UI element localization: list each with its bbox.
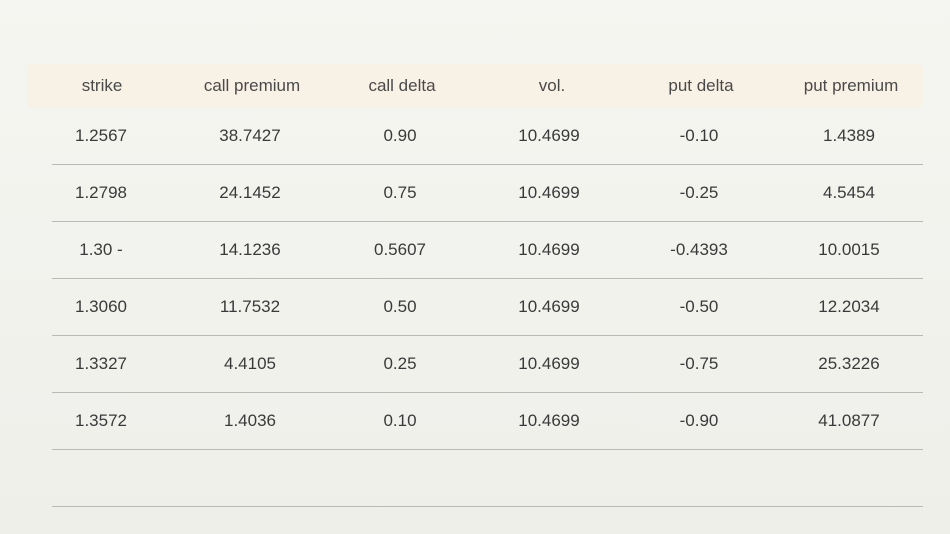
header-band [27,64,923,108]
cell-put-premium: 1.4389 [823,126,875,145]
cell-call-delta: 0.5607 [374,240,426,259]
header-strike: strike [81,76,123,95]
cell-vol: 10.4699 [518,240,580,259]
cell-vol: 10.4699 [518,354,580,373]
cell-put-premium: 10.0015 [818,240,880,259]
header-row: strike call premium call delta vol. put … [27,64,923,108]
cell-put-premium: 12.2034 [818,297,880,316]
cell-put-delta [624,450,774,506]
table-row: 1.30 - 14.1236 0.5607 10.4699 -0.4393 10.0015 [52,222,923,279]
cell-strike: 1.3572 [75,411,127,430]
cell-call-delta: 0.90 [383,126,417,145]
cell-vol [474,450,624,506]
table-row [52,450,923,507]
cell-strike: 1.2798 [75,183,127,202]
cell-put-delta: -0.10 [679,126,719,145]
cell-call-delta: 0.50 [383,297,417,316]
cell-strike: 1.2567 [75,126,127,145]
cell-strike: 1.3060 [75,297,127,316]
cell-call-delta: 0.10 [383,411,417,430]
cell-strike: 1.30 - [79,240,123,259]
cell-call-premium: 11.7532 [219,297,281,316]
table-row: 1.3572 1.4036 0.10 10.4699 -0.90 41.0877 [52,393,923,450]
cell-put-premium: 4.5454 [823,183,875,202]
cell-strike: 1.3327 [75,354,127,373]
cell-put-premium: 41.0877 [818,411,880,430]
cell-put-delta: -0.75 [679,354,719,373]
cell-call-delta: 0.75 [383,183,417,202]
cell-call-premium: 4.4105 [224,354,276,373]
table-row: 1.2798 24.1452 0.75 10.4699 -0.25 4.5454 [52,165,923,222]
header-put-delta: put delta [668,76,734,95]
cell-put-delta: -0.4393 [670,240,728,259]
cell-call-premium: 24.1452 [219,183,281,202]
cell-put-premium [774,450,924,506]
table-row: 1.3060 11.7532 0.50 10.4699 -0.50 12.2034 [52,279,923,336]
table-row: 1.2567 38.7427 0.90 10.4699 -0.10 1.4389 [52,108,923,165]
cell-vol: 10.4699 [518,297,580,316]
cell-put-delta: -0.90 [679,411,719,430]
cell-call-premium: 38.7427 [219,126,281,145]
cell-call-premium: 1.4036 [224,411,276,430]
table-row: 1.3327 4.4105 0.25 10.4699 -0.75 25.3226 [52,336,923,393]
header-call-premium: call premium [203,76,301,95]
cell-put-delta: -0.25 [679,183,719,202]
cell-vol: 10.4699 [518,126,580,145]
cell-strike [26,450,176,506]
header-vol: vol. [538,76,566,95]
cell-call-premium [175,450,325,506]
cell-call-delta: 0.25 [383,354,417,373]
cell-put-delta: -0.50 [679,297,719,316]
cell-vol: 10.4699 [518,183,580,202]
cell-call-premium: 14.1236 [219,240,281,259]
header-call-delta: call delta [368,76,436,95]
cell-call-delta [325,450,475,506]
cell-vol: 10.4699 [518,411,580,430]
header-put-premium: put premium [803,76,899,95]
cell-put-premium: 25.3226 [818,354,880,373]
